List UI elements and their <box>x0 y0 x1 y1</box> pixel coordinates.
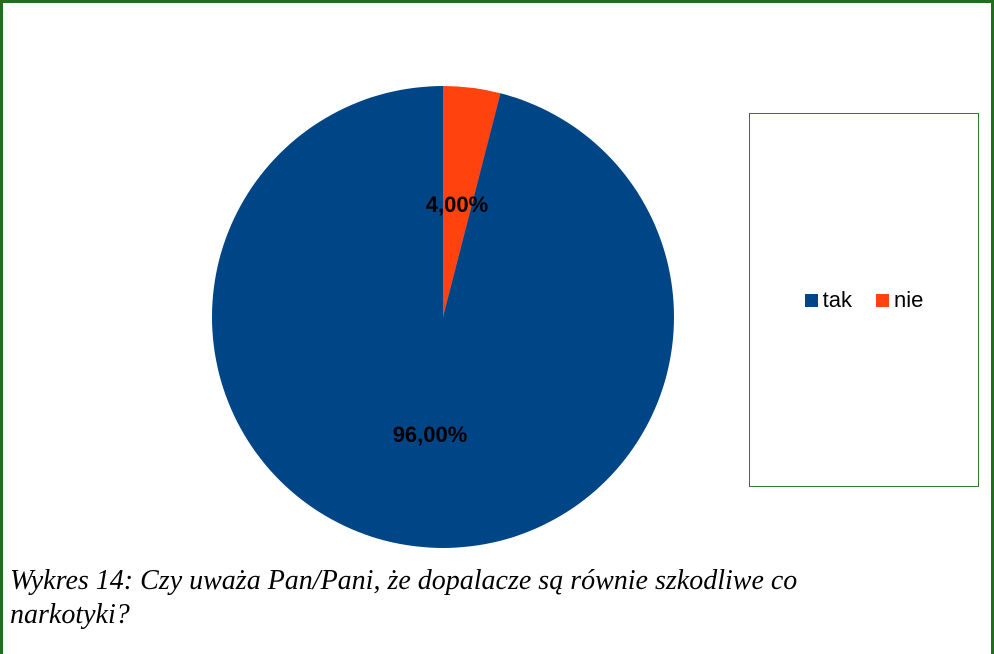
legend-item-nie: nie <box>876 287 923 313</box>
data-label-nie: 4,00% <box>426 192 488 217</box>
legend-swatch-tak <box>804 293 818 307</box>
pie-chart: 4,00% 96,00% <box>211 86 674 548</box>
figure-caption: Wykres 14: Czy uważa Pan/Pani, że dopala… <box>10 565 798 630</box>
chart-legend: tak nie <box>749 113 979 487</box>
legend-label-tak: tak <box>822 287 852 312</box>
legend-label-nie: nie <box>894 287 924 312</box>
data-label-tak: 96,00% <box>393 422 468 447</box>
legend-swatch-nie <box>876 293 889 307</box>
pie-slice-tak <box>211 86 674 548</box>
legend-item-tak: tak <box>804 287 852 313</box>
pie-slice-nie <box>443 86 501 317</box>
